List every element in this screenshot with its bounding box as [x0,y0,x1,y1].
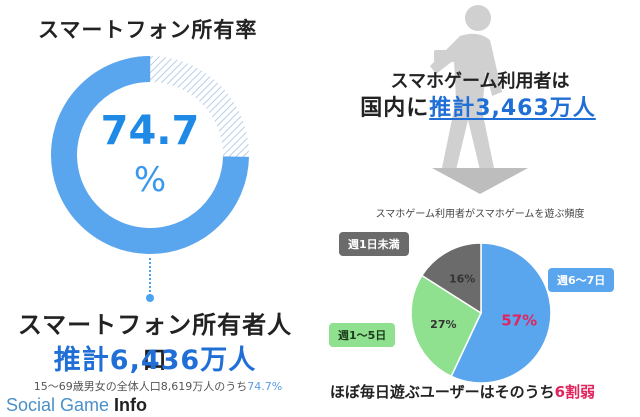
pie-label-2: 16% [449,273,475,286]
ownership-rate-unit: % [133,160,167,200]
watermark-part2: Info [114,395,148,415]
down-arrow-icon [432,168,528,194]
watermark-part1: Social Game [6,395,115,415]
population-note-value: 74.7% [247,380,283,393]
conclusion-prefix: ほぼ毎日遊ぶユーザーはそのうち [329,383,555,401]
ownership-title: スマートフォン所有率 [38,18,258,42]
legend-6-to-7-days: 週6～7日 [548,268,615,292]
owners-population-value: 推計6,436万人 [53,345,257,376]
legend-less-than-1-day: 週1日未満 [339,232,409,256]
connector-dot [146,294,154,302]
owners-population-label: スマートフォン所有者人口 [17,311,293,374]
frequency-chart-title: スマホゲーム利用者がスマホゲームを遊ぶ頻度 [375,209,585,220]
dotted-connector [149,258,151,296]
conclusion-value: 6割弱 [554,383,596,401]
pie-slice-1 [410,274,482,378]
population-note-prefix: 15～69歳男女の全体人口8,619万人のうち [33,380,248,393]
walking-person-icon [430,5,502,170]
ownership-donut-chart [51,56,249,254]
population-note: 15～69歳男女の全体人口8,619万人のうち74.7% [18,378,298,394]
legend-1-to-5-days: 週1～5日 [329,323,396,347]
pie-slice-0 [450,242,552,384]
gamers-line2-prefix: 国内に [360,96,430,121]
frequency-conclusion: ほぼ毎日遊ぶユーザーはそのうち6割弱 [290,381,635,402]
gamers-heading-line1: スマホゲーム利用者は [390,71,570,92]
site-watermark: Social Game Info [6,395,147,416]
donut-owned-segment [51,56,249,254]
pie-label-1: 27% [430,318,456,331]
pie-slice-2 [420,242,482,315]
gamers-estimate-value: 推計3,463万人 [429,96,596,121]
pie-label-0: 57% [501,312,537,330]
gamers-heading-line2: 国内に推計3,463万人 [328,90,628,122]
ownership-rate-value: 74.7 [100,108,200,154]
frequency-pie-chart: 57% 27% 16% [410,242,552,384]
